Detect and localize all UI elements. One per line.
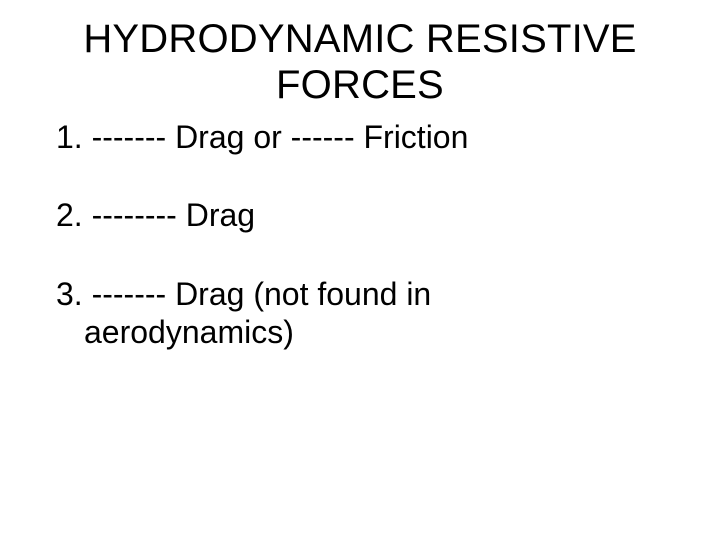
title-line-1: HYDRODYNAMIC RESISTIVE	[83, 17, 636, 61]
title-line-2: FORCES	[276, 63, 444, 107]
slide: HYDRODYNAMIC RESISTIVE FORCES 1. -------…	[0, 0, 720, 540]
list-item: 2. -------- Drag	[52, 196, 668, 234]
item-text: 1. ------- Drag or ------ Friction	[56, 119, 468, 155]
item-text-line-2: aerodynamics)	[56, 313, 668, 351]
list-item: 1. ------- Drag or ------ Friction	[52, 118, 668, 156]
list-item: 3. ------- Drag (not found in aerodynami…	[52, 275, 668, 352]
slide-title: HYDRODYNAMIC RESISTIVE FORCES	[52, 16, 668, 108]
item-text: 2. -------- Drag	[56, 197, 255, 233]
item-text-line-1: 3. ------- Drag (not found in	[56, 276, 431, 312]
